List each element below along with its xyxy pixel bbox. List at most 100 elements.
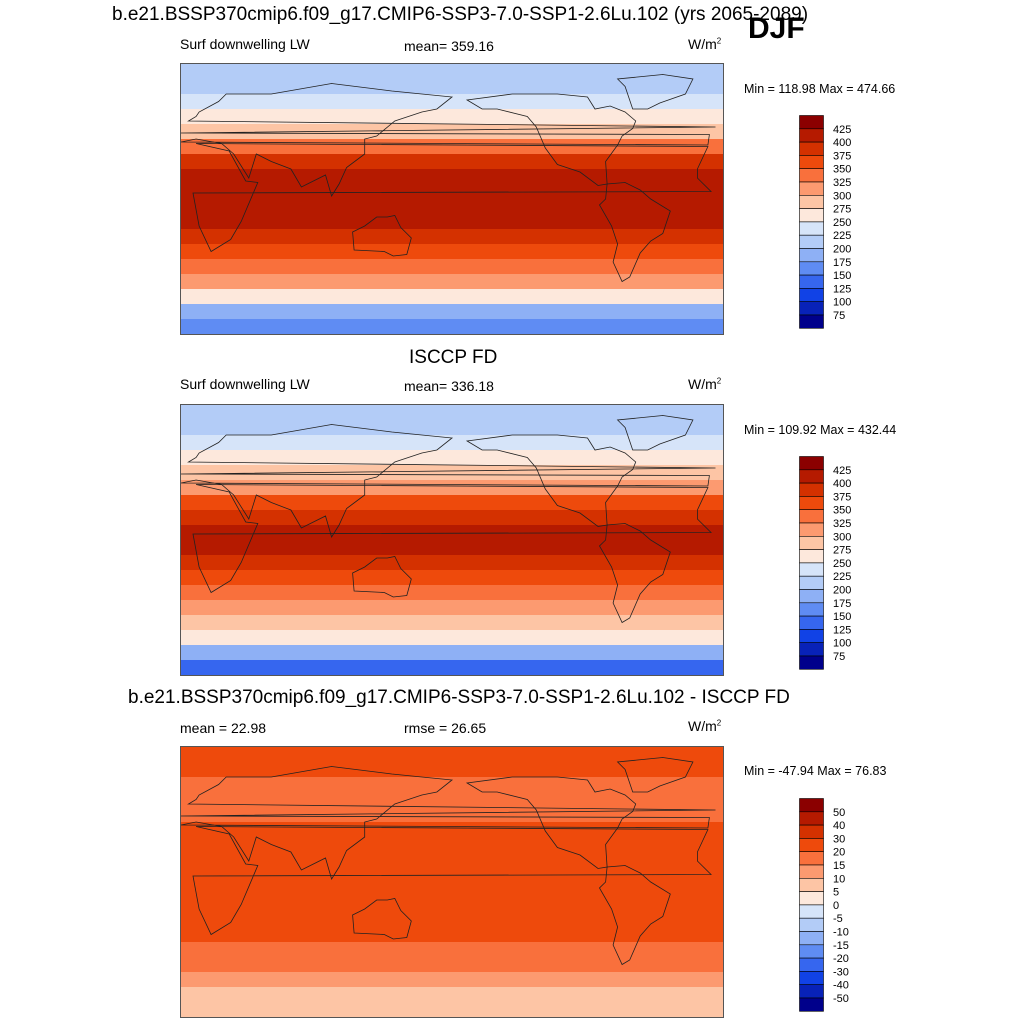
colorbar-tick-label: 425: [833, 465, 851, 477]
colorbar-swatch: [799, 904, 824, 919]
panel3-title: b.e21.BSSP370cmip6.f09_g17.CMIP6-SSP3-7.…: [128, 687, 790, 708]
colorbar-swatch: [799, 456, 824, 471]
coastline: [616, 74, 694, 110]
zonal-band: [181, 912, 723, 928]
panel3-mean-label: mean = 22.98: [180, 720, 267, 736]
panel2-colorbar: 425 400 375 350 325 300 275 250 225 200 175 150 125 1…: [799, 456, 869, 671]
colorbar-swatch: [799, 575, 824, 590]
colorbar-tick-label: 300: [833, 190, 851, 202]
colorbar-swatch: [799, 234, 824, 249]
colorbar-swatch: [799, 811, 824, 826]
colorbar-swatch: [799, 482, 824, 497]
colorbar-swatch: [799, 878, 824, 892]
coastline: [352, 215, 412, 257]
colorbar-swatch: [799, 115, 824, 130]
panel2-map: [180, 404, 724, 676]
colorbar-swatch: [799, 536, 824, 550]
zonal-band: [181, 570, 723, 586]
colorbar-swatch: [799, 891, 824, 906]
zonal-band: [181, 94, 723, 110]
zonal-band: [181, 184, 723, 200]
colorbar-swatch: [799, 824, 824, 839]
colorbar-swatch: [799, 589, 824, 604]
colorbar-swatch: [799, 288, 824, 302]
zonal-band: [181, 852, 723, 868]
colorbar-tick-label: 350: [833, 505, 851, 517]
coastline: [192, 143, 712, 253]
panel1-map: [180, 63, 724, 335]
colorbar-swatch: [799, 838, 824, 853]
colorbar-tick-label: 50: [833, 807, 845, 819]
panel3-units: W/m2: [688, 718, 722, 734]
panel3-map: [180, 746, 724, 1018]
zonal-band: [181, 822, 723, 838]
zonal-band: [181, 405, 723, 421]
colorbar-tick-label: 200: [833, 244, 851, 256]
colorbar-tick-label: 75: [833, 651, 845, 663]
colorbar-tick-label: -40: [833, 980, 849, 992]
colorbar-swatch: [799, 301, 824, 316]
colorbar-swatch: [799, 496, 824, 511]
zonal-band: [181, 420, 723, 436]
colorbar-tick-label: 40: [833, 820, 845, 832]
zonal-band: [181, 540, 723, 556]
zonal-band: [181, 450, 723, 466]
colorbar-tick-label: 15: [833, 860, 845, 872]
zonal-band: [181, 154, 723, 170]
colorbar-tick-label: 300: [833, 531, 851, 543]
panel1-variable-label: Surf downwelling LW: [180, 36, 310, 52]
colorbar-tick-label: 100: [833, 638, 851, 650]
zonal-band: [181, 762, 723, 778]
colorbar-swatch: [799, 997, 824, 1012]
zonal-band: [181, 169, 723, 185]
coastline: [192, 484, 712, 594]
colorbar-tick-label: 400: [833, 137, 851, 149]
zonal-band: [181, 927, 723, 943]
zonal-band: [181, 897, 723, 913]
colorbar-tick-label: 400: [833, 478, 851, 490]
colorbar-swatch: [799, 798, 824, 813]
panel2-units: W/m2: [688, 376, 722, 392]
colorbar-swatch: [799, 917, 824, 932]
panel1-units: W/m2: [688, 36, 722, 52]
colorbar-tick-label: 10: [833, 873, 845, 885]
colorbar-swatch: [799, 181, 824, 196]
colorbar-tick-label: 200: [833, 585, 851, 597]
panel2-minmax: Min = 109.92 Max = 432.44: [744, 423, 897, 437]
zonal-band: [181, 274, 723, 290]
zonal-band: [181, 600, 723, 616]
colorbar-tick-label: 100: [833, 297, 851, 309]
colorbar-swatch: [799, 629, 824, 643]
colorbar-tick-label: 125: [833, 283, 851, 295]
zonal-band: [181, 660, 723, 675]
colorbar-swatch: [799, 851, 824, 866]
colorbar-tick-label: 20: [833, 847, 845, 859]
zonal-band: [181, 214, 723, 230]
season-label: DJF: [748, 12, 805, 45]
coastline: [598, 523, 671, 624]
zonal-band: [181, 630, 723, 646]
panel1-colorbar: 425 400 375 350 325 300 275 250 225 200 175 150 125 1…: [799, 115, 869, 330]
colorbar-tick-label: 425: [833, 124, 851, 136]
colorbar-tick-label: 0: [833, 900, 839, 912]
colorbar-tick-label: 30: [833, 833, 845, 845]
colorbar-swatch: [799, 128, 824, 143]
colorbar-swatch: [799, 944, 824, 959]
panel2-variable-label: Surf downwelling LW: [180, 376, 310, 392]
coastline: [192, 826, 712, 936]
zonal-band: [181, 747, 723, 763]
zonal-band: [181, 942, 723, 958]
zonal-band: [181, 645, 723, 661]
zonal-band: [181, 987, 723, 1003]
panel2-title: ISCCP FD: [409, 347, 498, 368]
colorbar-swatch: [799, 984, 824, 999]
colorbar-tick-label: 150: [833, 270, 851, 282]
zonal-band: [181, 837, 723, 853]
colorbar-tick-label: 225: [833, 230, 851, 242]
coastline: [616, 415, 694, 451]
colorbar-tick-label: -5: [833, 913, 843, 925]
colorbar-swatch: [799, 602, 824, 617]
colorbar-swatch: [799, 864, 824, 879]
zonal-band: [181, 199, 723, 215]
zonal-band: [181, 465, 723, 481]
